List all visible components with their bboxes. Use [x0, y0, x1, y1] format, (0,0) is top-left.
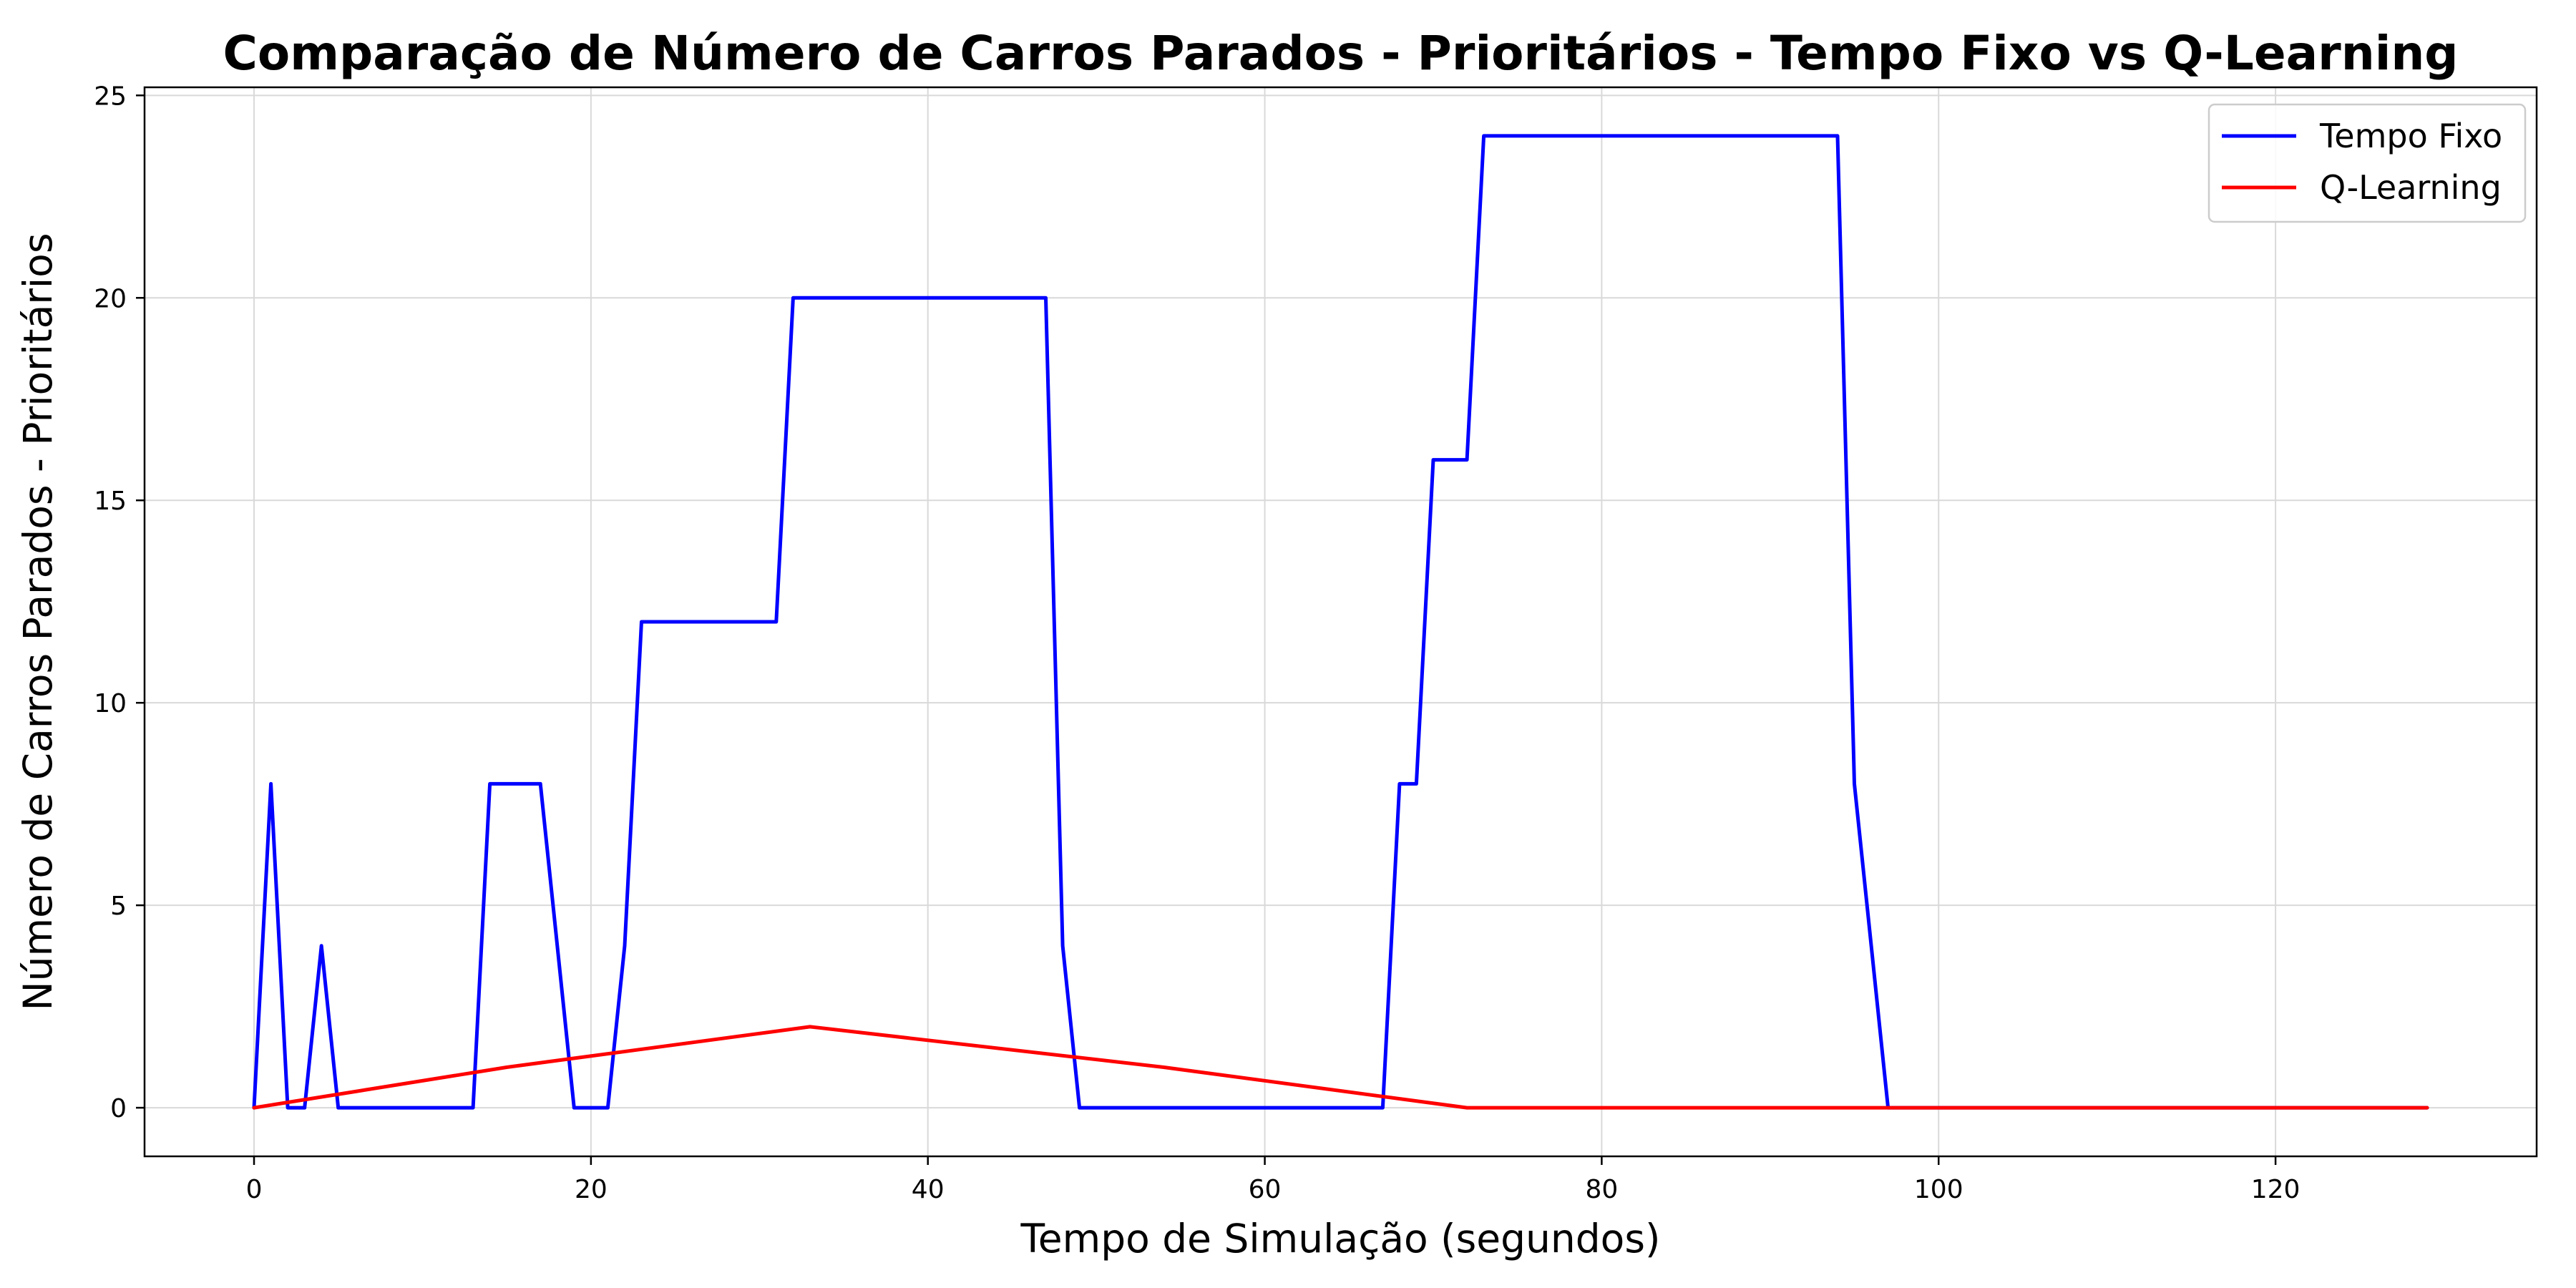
y-tick-label: 25: [94, 82, 127, 111]
legend-label: Tempo Fixo: [2319, 117, 2502, 155]
x-tick-label: 20: [575, 1175, 608, 1204]
x-tick-label: 60: [1249, 1175, 1282, 1204]
x-tick-label: 0: [246, 1175, 263, 1204]
plot-frame: [143, 86, 2538, 1158]
x-axis-label: Tempo de Simulação (segundos): [1020, 1216, 1661, 1262]
plot-series: [252, 134, 2429, 1110]
y-tick-label: 5: [110, 892, 127, 921]
x-tick-label: 100: [1914, 1175, 1963, 1204]
x-tick-label: 120: [2251, 1175, 2301, 1204]
series-line-tempo-fixo: [252, 134, 2429, 1110]
y-tick-label: 10: [94, 689, 127, 718]
axis-ticks: 0 20 40 60 80 100 120 0 5 10 15 20 25: [94, 82, 2300, 1204]
x-tick-label: 80: [1585, 1175, 1618, 1204]
y-tick-label: 0: [110, 1094, 127, 1123]
legend: Tempo Fixo Q-Learning: [2207, 103, 2527, 223]
series-line-q-learning: [252, 1025, 2429, 1110]
y-axis-label: Número de Carros Parados - Prioritários: [15, 233, 61, 1011]
legend-label: Q-Learning: [2320, 168, 2502, 207]
y-tick-label: 15: [94, 487, 127, 516]
legend-box: [2207, 103, 2527, 223]
chart-title: Comparação de Número de Carros Parados -…: [223, 26, 2458, 81]
y-tick-label: 20: [94, 284, 127, 313]
gridlines: [145, 87, 2537, 1156]
x-tick-label: 40: [912, 1175, 945, 1204]
